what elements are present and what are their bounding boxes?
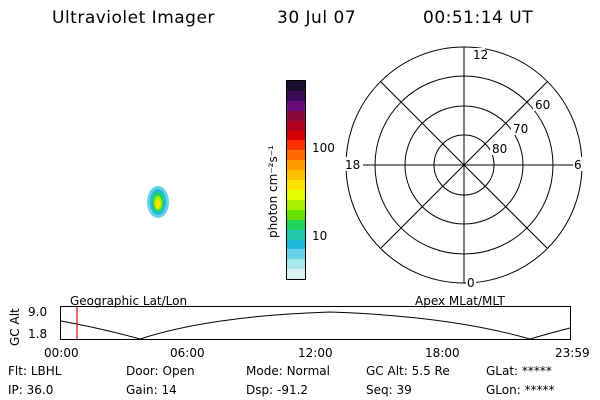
status-mode-value: Normal	[286, 364, 330, 378]
status-gc-alt-label: GC Alt:	[366, 364, 408, 378]
orbit-ytick-9: 9.0	[28, 305, 48, 319]
colorbar-band-7	[287, 150, 305, 161]
status-glat: GLat: *****	[486, 364, 552, 378]
colorbar-band-14	[287, 219, 305, 230]
colorbar-band-3	[287, 110, 305, 121]
status-mode-label: Mode:	[246, 364, 283, 378]
status-seq-label: Seq:	[366, 383, 393, 397]
status-ip-label: IP:	[8, 383, 23, 397]
status-glon-value: *****	[524, 383, 555, 397]
colorbar-band-17	[287, 249, 305, 260]
status-gain-label: Gain:	[126, 383, 158, 397]
status-glon-label: GLon:	[486, 383, 521, 397]
orbit-altitude-plot	[60, 306, 571, 340]
colorbar-band-12	[287, 199, 305, 210]
status-flt-label: Flt:	[8, 364, 27, 378]
status-dsp-value: -91.2	[276, 383, 309, 397]
orbit-xtick-0000: 00:00	[44, 346, 79, 360]
status-seq-value: 39	[396, 383, 412, 397]
observation-time: 00:51:14 UT	[423, 8, 534, 28]
status-door-value: Open	[162, 364, 195, 378]
status-door-label: Door:	[126, 364, 159, 378]
colorbar-band-11	[287, 189, 305, 200]
status-mode: Mode: Normal	[246, 364, 330, 378]
colorbar-band-1	[287, 90, 305, 101]
status-ip: IP: 36.0	[8, 383, 53, 397]
mlt-label-6: 6	[574, 158, 582, 172]
status-gain: Gain: 14	[126, 383, 177, 397]
status-gc-alt-value: 5.5 Re	[411, 364, 450, 378]
orbit-plot-frame	[60, 306, 571, 340]
colorbar-band-10	[287, 180, 305, 190]
orbit-ylabel: GC Alt	[8, 308, 22, 346]
colorbar-band-19	[287, 269, 305, 280]
status-dsp-label: Dsp:	[246, 383, 274, 397]
status-gain-value: 14	[161, 383, 177, 397]
colorbar-band-2	[287, 100, 305, 111]
status-glon: GLon: *****	[486, 383, 555, 397]
status-dsp: Dsp: -91.2	[246, 383, 308, 397]
colorbar-band-9	[287, 170, 305, 181]
orbit-left-title: Geographic Lat/Lon	[70, 294, 188, 308]
polar-mlat-mlt-plot: 12 18 6 0 60 70 80	[343, 46, 585, 290]
mlt-label-0: 0	[467, 276, 475, 290]
lat-label-60: 60	[535, 98, 550, 112]
colorbar-band-6	[287, 140, 305, 151]
colorbar-band-18	[287, 259, 305, 270]
observation-date: 30 Jul 07	[277, 8, 357, 28]
colorbar-band-16	[287, 239, 305, 250]
colorbar-band-5	[287, 130, 305, 141]
status-flt: Flt: LBHL	[8, 364, 61, 378]
colorbar-band-4	[287, 120, 305, 131]
mlt-label-12: 12	[473, 48, 488, 62]
orbit-right-title: Apex MLat/MLT	[415, 294, 505, 308]
status-glat-value: *****	[521, 364, 552, 378]
uv-emission-blob	[147, 186, 169, 218]
status-ip-value: 36.0	[26, 383, 54, 397]
mlt-label-18: 18	[345, 158, 360, 172]
colorbar	[286, 80, 306, 280]
colorbar-tick-100: 100	[312, 141, 335, 155]
lat-label-70: 70	[513, 122, 528, 136]
status-gc-alt: GC Alt: 5.5 Re	[366, 364, 450, 378]
orbit-ytick-1-8: 1.8	[28, 327, 48, 341]
colorbar-band-0	[287, 81, 305, 91]
orbit-xtick-2359: 23:59	[555, 346, 590, 360]
status-flt-value: LBHL	[30, 364, 62, 378]
orbit-xtick-1800: 18:00	[425, 346, 460, 360]
colorbar-band-8	[287, 160, 305, 171]
colorbar-band-15	[287, 229, 305, 240]
colorbar-tick-10: 10	[312, 229, 328, 243]
status-glat-label: GLat:	[486, 364, 519, 378]
colorbar-band-13	[287, 209, 305, 220]
colorbar-unit-label: photon cm⁻²s⁻¹	[266, 145, 280, 238]
lat-label-80: 80	[492, 142, 507, 156]
status-seq: Seq: 39	[366, 383, 412, 397]
orbit-xtick-1200: 12:00	[298, 346, 333, 360]
orbit-altitude-curve	[60, 311, 571, 340]
status-door: Door: Open	[126, 364, 195, 378]
orbit-xtick-0600: 06:00	[170, 346, 205, 360]
instrument-title: Ultraviolet Imager	[52, 8, 215, 28]
uv-image-panel	[147, 186, 169, 218]
